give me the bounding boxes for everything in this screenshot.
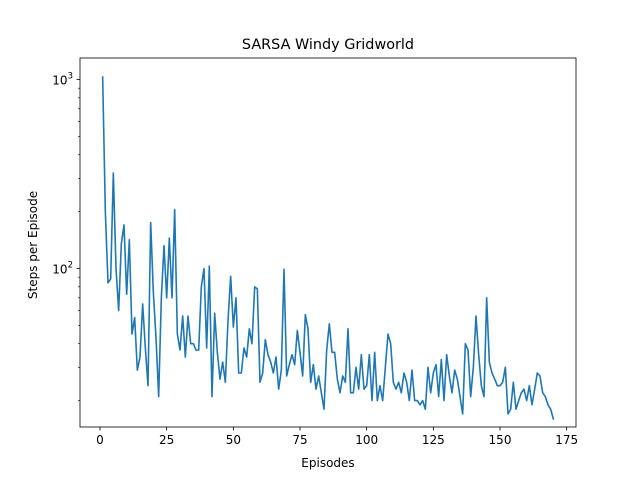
x-axis-ticks: 0 25 50 75 100 125 150 175 (96, 427, 578, 447)
x-tick-label: 75 (292, 433, 307, 447)
y-axis-label: Steps per Episode (26, 191, 40, 299)
x-tick-label: 0 (96, 433, 104, 447)
x-tick-label: 25 (159, 433, 174, 447)
chart-title: SARSA Windy Gridworld (242, 37, 414, 53)
x-tick-label: 100 (355, 433, 378, 447)
x-axis-label: Episodes (301, 456, 354, 470)
series-line (101, 76, 555, 420)
x-tick-label: 125 (422, 433, 445, 447)
axes-frame (79, 57, 577, 428)
x-tick-label: 50 (226, 433, 241, 447)
y-tick-label: 103 (52, 72, 73, 88)
y-tick-label: 102 (52, 261, 73, 277)
x-tick-label: 175 (555, 433, 578, 447)
y-axis-ticks: 102 103 (52, 72, 80, 401)
x-tick-label: 150 (489, 433, 512, 447)
